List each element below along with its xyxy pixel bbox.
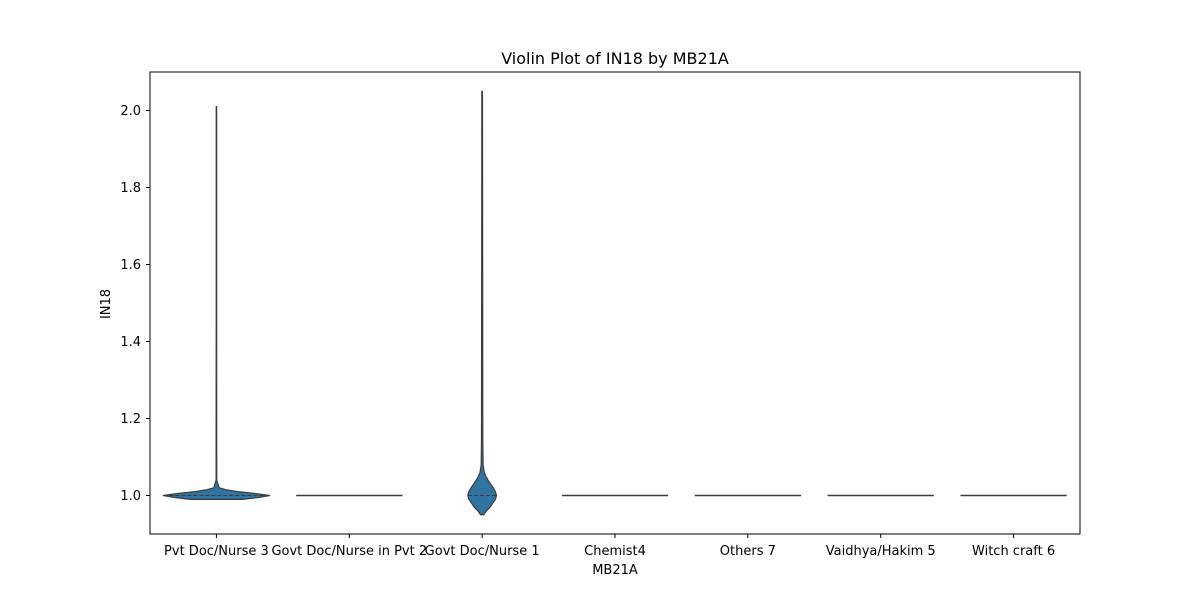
y-tick-label: 2.0 bbox=[120, 104, 141, 119]
x-tick-label: Vaidhya/Hakim 5 bbox=[826, 544, 936, 559]
x-tick-label: Govt Doc/Nurse in Pvt 2 bbox=[271, 544, 427, 559]
plot-frame bbox=[149, 71, 1081, 535]
x-axis-label: MB21A bbox=[592, 563, 638, 578]
x-tick-label: Others 7 bbox=[720, 544, 776, 559]
violin-2 bbox=[467, 90, 498, 516]
violin-body bbox=[467, 90, 498, 516]
y-axis-label: IN18 bbox=[99, 289, 114, 319]
x-tick-label: Chemist4 bbox=[584, 544, 646, 559]
chart-title: Violin Plot of IN18 by MB21A bbox=[501, 49, 729, 68]
x-tick-label: Witch craft 6 bbox=[972, 544, 1055, 559]
y-tick-label: 1.0 bbox=[120, 489, 141, 504]
y-axis-ticks: 1.0 1.2 1.4 1.6 1.8 2.0 bbox=[120, 104, 150, 504]
x-tick-label: Pvt Doc/Nurse 3 bbox=[164, 544, 269, 559]
y-tick-label: 1.2 bbox=[120, 412, 141, 427]
y-tick-label: 1.8 bbox=[120, 181, 141, 196]
y-tick-label: 1.6 bbox=[120, 258, 141, 273]
violin-body bbox=[162, 106, 271, 500]
violins bbox=[162, 90, 1067, 516]
y-tick-label: 1.4 bbox=[120, 335, 141, 350]
x-axis-ticks: Pvt Doc/Nurse 3 Govt Doc/Nurse in Pvt 2Go… bbox=[164, 534, 1055, 559]
plot-area bbox=[149, 71, 1081, 535]
violin-0 bbox=[162, 106, 271, 500]
x-tick-label: Govt Doc/Nurse 1 bbox=[425, 544, 540, 559]
